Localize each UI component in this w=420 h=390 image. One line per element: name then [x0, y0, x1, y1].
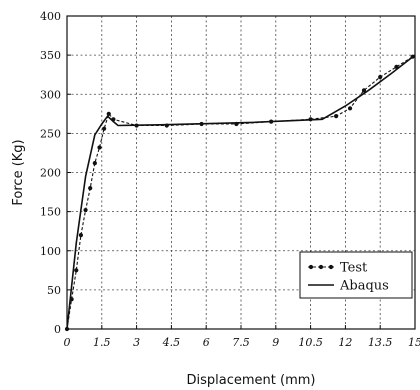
series-test-point — [334, 114, 339, 119]
series-test-point — [378, 74, 383, 80]
y-tick-label: 0 — [54, 323, 61, 336]
y-tick-label: 200 — [40, 167, 61, 180]
y-tick-label: 400 — [40, 10, 61, 23]
x-tick-label: 6 — [203, 336, 210, 349]
x-tick-label: 9 — [272, 336, 279, 349]
series-test-point — [347, 106, 353, 111]
legend: Test Abaqus — [299, 251, 413, 299]
series-test-point — [74, 268, 79, 273]
series-test-point — [83, 207, 88, 213]
x-axis-label: Displacement (mm) — [187, 373, 316, 388]
x-tick-label: 10.5 — [298, 336, 323, 349]
x-tick-label: 7.5 — [232, 336, 250, 349]
x-tick-label: 1.5 — [93, 336, 111, 349]
series-test-point — [361, 88, 367, 93]
y-tick-label: 350 — [40, 49, 61, 62]
series-test-point — [88, 186, 93, 191]
tick-labels: 0 50 100 150 200 250 300 350 400 0 1.5 3 4.5 6 7.5 9 10.… — [40, 10, 420, 349]
x-tick-label: 13.5 — [368, 336, 393, 349]
y-tick-label: 100 — [40, 245, 61, 258]
legend-box — [299, 251, 413, 299]
legend-label-test: Test — [340, 261, 368, 276]
series-test-point — [106, 111, 111, 116]
x-tick-label: 12 — [338, 336, 352, 349]
x-tick-label: 0 — [64, 336, 71, 349]
y-axis-label: Force (Kg) — [11, 139, 26, 205]
legend-marker-test — [308, 264, 314, 270]
series-layer — [64, 54, 416, 332]
series-abaqus-line — [66, 54, 416, 330]
series-test-point — [78, 233, 84, 238]
y-tick-label: 300 — [40, 88, 61, 101]
series-test-point — [97, 145, 102, 150]
y-tick-label: 150 — [40, 206, 61, 219]
y-tick-label: 50 — [47, 284, 61, 297]
x-tick-label: 4.5 — [162, 336, 181, 349]
legend-marker-test — [328, 264, 334, 270]
x-tick-label: 15 — [408, 336, 420, 349]
series-test-point — [92, 161, 97, 166]
x-tick-label: 3 — [133, 336, 140, 349]
series-test-point — [102, 126, 107, 131]
legend-label-abaqus: Abaqus — [339, 279, 389, 294]
y-tick-label: 250 — [40, 127, 61, 140]
legend-marker-test — [318, 264, 324, 270]
